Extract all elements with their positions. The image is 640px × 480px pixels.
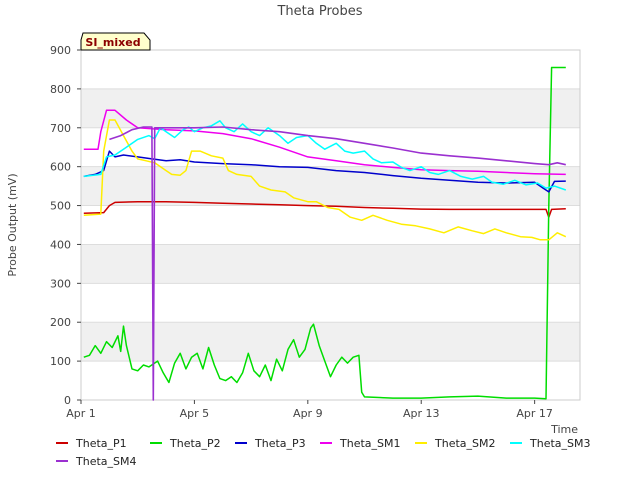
grid-band [81, 88, 580, 128]
y-axis-label: Probe Output (mV) [6, 173, 19, 276]
plot-frame [80, 49, 581, 401]
x-tick-label: Apr 17 [516, 407, 553, 420]
si-mixed-badge: SI_mixed [80, 32, 151, 51]
y-tick-label: 700 [50, 122, 71, 135]
series-theta-p1 [83, 200, 566, 218]
y-tick-label: 800 [50, 83, 71, 96]
y-tick-label: 500 [50, 200, 71, 213]
y-tick-label: 300 [50, 277, 71, 290]
series-lines [83, 66, 567, 401]
legend-label: Theta_P1 [75, 437, 127, 450]
x-tick-label: Apr 9 [293, 407, 323, 420]
series-theta-p2 [83, 66, 566, 400]
x-tick-label: Apr 13 [403, 407, 440, 420]
y-tick-label: 0 [64, 394, 71, 407]
grid-band [81, 244, 580, 284]
y-tick-label: 600 [50, 161, 71, 174]
legend-label: Theta_P3 [254, 437, 306, 450]
x-tick-label: Apr 5 [180, 407, 210, 420]
legend-label: Theta_P2 [169, 437, 221, 450]
badge-label: SI_mixed [85, 36, 140, 49]
series-theta-sm4 [109, 126, 566, 401]
legend-label: Theta_SM2 [434, 437, 495, 450]
chart-title: Theta Probes [276, 4, 362, 19]
x-tick-label: Apr 1 [66, 407, 96, 420]
series-theta-sm2 [83, 119, 567, 241]
legend-label: Theta_SM4 [75, 455, 136, 468]
y-tick-label: 200 [50, 316, 71, 329]
legend: Theta_P1 Theta_P2 Theta_P3 Theta_SM1 Theta_S… [56, 437, 590, 468]
y-ticks: 0 100 200 300 400 500 600 700 800 900 [50, 44, 81, 407]
grid-band [81, 322, 580, 362]
series-theta-sm1 [83, 109, 566, 176]
x-axis-label: Time [550, 423, 578, 436]
series-theta-p3 [83, 150, 566, 193]
legend-label: Theta_SM1 [339, 437, 400, 450]
y-tick-label: 400 [50, 238, 71, 251]
y-tick-label: 100 [50, 355, 71, 368]
legend-label: Theta_SM3 [529, 437, 590, 450]
x-ticks: Apr 1 Apr 5 Apr 9 Apr 13 Apr 17 [66, 400, 553, 420]
grid-bands [81, 88, 580, 362]
grid-band [81, 166, 580, 206]
y-tick-label: 900 [50, 44, 71, 57]
